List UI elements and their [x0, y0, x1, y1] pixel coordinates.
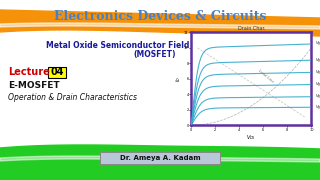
- Text: E-MOSFET: E-MOSFET: [8, 82, 60, 91]
- Text: $V_{gs}=8V$: $V_{gs}=8V$: [315, 56, 320, 65]
- Polygon shape: [0, 145, 320, 180]
- Text: Metal Oxide Semiconductor Field Effect Transistor: Metal Oxide Semiconductor Field Effect T…: [46, 40, 264, 50]
- Text: $V_{gs}=5V$: $V_{gs}=5V$: [315, 92, 320, 101]
- Text: Electronics Devices & Circuits: Electronics Devices & Circuits: [54, 10, 266, 24]
- Polygon shape: [0, 156, 320, 162]
- X-axis label: $V_{DS}$: $V_{DS}$: [246, 133, 256, 142]
- Y-axis label: $I_D$: $I_D$: [174, 76, 183, 82]
- Text: Operation & Drain Characteristics: Operation & Drain Characteristics: [8, 93, 137, 102]
- Text: $V_{gs}=6V$: $V_{gs}=6V$: [315, 80, 320, 89]
- Polygon shape: [0, 23, 320, 29]
- Text: $V_{gs}=4V$: $V_{gs}=4V$: [315, 103, 320, 112]
- FancyBboxPatch shape: [100, 152, 220, 164]
- Text: $V_{gs}=10V$: $V_{gs}=10V$: [315, 40, 320, 48]
- Title: Drain Char.: Drain Char.: [238, 26, 265, 31]
- Text: 04: 04: [50, 67, 64, 77]
- Text: Dr. Ameya A. Kadam: Dr. Ameya A. Kadam: [120, 155, 200, 161]
- Text: $V_{gs}=7V$: $V_{gs}=7V$: [315, 68, 320, 77]
- Text: Load Line: Load Line: [257, 69, 274, 84]
- FancyBboxPatch shape: [48, 66, 66, 78]
- Text: (MOSFET): (MOSFET): [134, 50, 176, 59]
- Text: Lecture: Lecture: [8, 67, 50, 77]
- Polygon shape: [0, 10, 320, 36]
